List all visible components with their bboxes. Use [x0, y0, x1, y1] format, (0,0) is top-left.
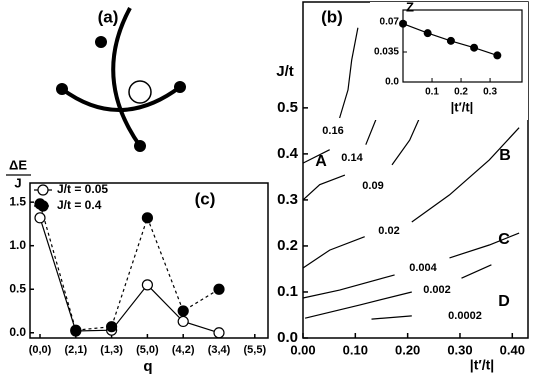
panel-label: (c) [195, 189, 216, 208]
y-tick-label: 1.0 [9, 238, 26, 252]
contour-line [302, 232, 520, 299]
legend-label: J/t = 0.4 [57, 198, 102, 212]
data-point [399, 19, 407, 28]
x-tick-label: 0.20 [395, 342, 420, 357]
data-point [493, 51, 502, 60]
contour-label: 0.004 [409, 262, 437, 274]
site [174, 81, 186, 93]
contour-line [304, 264, 492, 319]
y-tick-label: 0.0 [277, 329, 298, 346]
x-tick-label: (5,5) [243, 344, 266, 356]
x-tick-label: (4,2) [172, 344, 195, 356]
legend-marker [37, 184, 49, 196]
bond-arc [60, 85, 182, 112]
region-label: B [499, 147, 511, 164]
data-point [141, 279, 153, 291]
y-tick-label: 0.5 [277, 99, 298, 116]
plot-frame [29, 182, 269, 339]
x-axis-label: |t′/t| [451, 99, 474, 114]
region-label: C [498, 231, 510, 248]
x-tick-label: (2,1) [64, 344, 87, 356]
data-line [39, 217, 220, 334]
x-tick-label: (3,4) [208, 344, 231, 356]
legend-label: J/t = 0.05 [57, 182, 108, 196]
x-tick-label: (5,0) [136, 344, 159, 356]
x-tick-label: 0.1 [425, 87, 439, 98]
contour-line [339, 27, 359, 119]
panel-label: (b) [321, 7, 343, 26]
y-axis-label: J/t [276, 63, 294, 80]
inset-background [370, 2, 528, 120]
y-tick-label: 1.5 [9, 194, 26, 208]
site [134, 140, 146, 152]
y-tick-label: 0.07 [380, 17, 400, 28]
data-line [39, 203, 220, 331]
x-axis-label: q [143, 358, 152, 375]
contour-label: 0.0002 [448, 310, 482, 322]
region-label: A [315, 153, 327, 170]
contour-label: 0.002 [423, 284, 451, 296]
x-axis-label: |t′/t| [470, 357, 494, 373]
x-tick-label: 0.2 [454, 87, 468, 98]
x-tick-label: 0.10 [343, 342, 368, 357]
x-tick-label: 0.40 [500, 342, 525, 357]
data-point [141, 212, 153, 224]
region-label: D [498, 293, 510, 310]
site [95, 36, 107, 48]
y-axis-label: J [14, 175, 21, 190]
data-point [213, 327, 225, 339]
y-axis-label: Z [406, 0, 414, 14]
data-point [177, 305, 189, 317]
x-tick-label: (0,0) [29, 344, 52, 356]
contour-label: 0.14 [341, 152, 363, 164]
contour-label: 0.09 [362, 180, 383, 192]
contour-label: 0.02 [378, 225, 399, 237]
y-tick-label: 0.0 [9, 325, 26, 339]
y-tick-label: 0.3 [277, 191, 298, 208]
data-point [177, 315, 189, 328]
y-tick-label: 0.5 [9, 281, 26, 295]
site [56, 83, 68, 95]
data-point [34, 212, 46, 224]
data-point [446, 36, 455, 45]
y-tick-label: 0.1 [277, 283, 298, 300]
data-point [423, 29, 432, 38]
data-point [213, 283, 225, 295]
contour-line [302, 127, 520, 269]
data-point [105, 321, 118, 333]
y-tick-label: 0.2 [277, 237, 298, 254]
y-tick-label: 0.035 [374, 47, 399, 58]
x-tick-label: 0.00 [290, 342, 315, 357]
data-point [70, 324, 82, 336]
panel-label: (a) [98, 7, 119, 26]
diagram [60, 7, 182, 148]
data-point [470, 43, 479, 52]
hole [128, 80, 152, 104]
inset-frame [402, 9, 523, 83]
x-tick-label: (1,3) [100, 344, 123, 356]
y-tick-label: 0.0 [385, 77, 399, 88]
y-tick-label: 0.4 [277, 145, 299, 162]
x-tick-label: 0.30 [447, 342, 472, 357]
contour-label: 0.16 [322, 125, 343, 137]
y-axis-label: ΔE [9, 157, 27, 172]
sites [56, 36, 186, 152]
bond-arc [111, 7, 142, 148]
legend-marker [37, 200, 49, 212]
x-tick-label: 0.3 [483, 87, 497, 98]
